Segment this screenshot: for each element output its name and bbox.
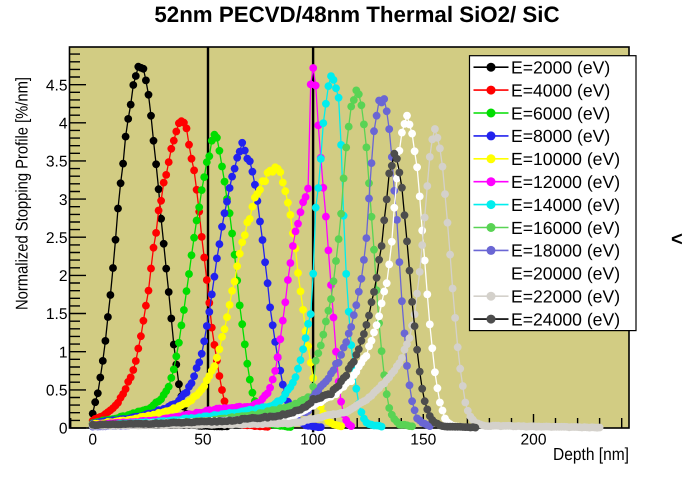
svg-text:4.5: 4.5 <box>46 77 68 94</box>
svg-text:Depth [nm]: Depth [nm] <box>553 444 629 464</box>
svg-text:E=8000 (eV): E=8000 (eV) <box>511 126 610 146</box>
svg-text:E=24000 (eV): E=24000 (eV) <box>511 309 620 329</box>
svg-text:E=18000 (eV): E=18000 (eV) <box>511 241 620 261</box>
svg-text:1: 1 <box>59 344 68 361</box>
svg-text:E=20000 (eV): E=20000 (eV) <box>511 264 620 284</box>
svg-text:E=10000 (eV): E=10000 (eV) <box>511 149 620 169</box>
svg-text:E=4000 (eV): E=4000 (eV) <box>511 80 610 100</box>
svg-text:1.5: 1.5 <box>46 306 68 323</box>
svg-text:E=6000 (eV): E=6000 (eV) <box>511 103 610 123</box>
svg-text:2.5: 2.5 <box>46 230 68 247</box>
svg-text:150: 150 <box>410 432 436 449</box>
svg-text:52nm PECVD/48nm Thermal SiO2/: 52nm PECVD/48nm Thermal SiO2/ SiC <box>154 2 559 27</box>
svg-text:E=12000 (eV): E=12000 (eV) <box>511 172 620 192</box>
svg-text:E=16000 (eV): E=16000 (eV) <box>511 218 620 238</box>
svg-text:Normalized Stopping Profile [%: Normalized Stopping Profile [%/nm] <box>12 77 31 310</box>
svg-text:100: 100 <box>300 432 326 449</box>
svg-text:50: 50 <box>194 432 212 449</box>
svg-text:4: 4 <box>59 116 68 133</box>
svg-text:0.5: 0.5 <box>46 383 68 400</box>
svg-text:3: 3 <box>59 192 68 209</box>
svg-text:0: 0 <box>59 421 68 438</box>
svg-text:<: < <box>671 229 683 251</box>
svg-text:E=22000 (eV): E=22000 (eV) <box>511 287 620 307</box>
svg-text:E=2000 (eV): E=2000 (eV) <box>511 58 610 78</box>
svg-text:2: 2 <box>59 268 68 285</box>
svg-text:0: 0 <box>88 432 97 449</box>
svg-text:3.5: 3.5 <box>46 154 68 171</box>
svg-text:E=14000 (eV): E=14000 (eV) <box>511 195 620 215</box>
svg-text:200: 200 <box>520 432 546 449</box>
